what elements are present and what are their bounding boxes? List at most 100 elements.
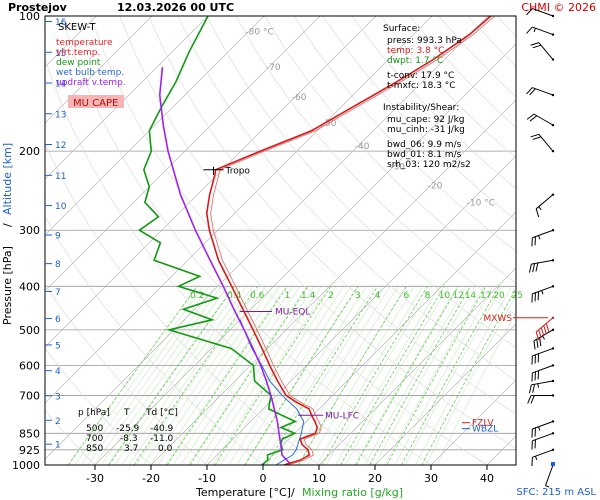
legend-dew-point: dew point	[56, 58, 101, 68]
barb-dot	[551, 420, 555, 423]
dry-adiabat	[45, 347, 152, 465]
profiles	[137, 16, 495, 465]
plot-frame	[44, 15, 517, 466]
barb-dot	[551, 432, 555, 435]
barb-dot	[551, 58, 555, 61]
legend: SKEW-T temperature virt.temp. dew point …	[56, 22, 126, 88]
dry-adiabat	[526, 16, 600, 465]
height-tick-14: 14	[55, 80, 67, 90]
legend-wet-bulb: wet bulb temp.	[56, 68, 124, 78]
mixing-label-25: 25	[512, 291, 523, 301]
barb-dot	[551, 193, 555, 196]
temp-tick-0: 0	[260, 472, 267, 485]
isotherm-label--70: -70	[266, 63, 281, 73]
temperature-axis-ticks: -30 -20 -10 0 10 20 30 40	[86, 465, 494, 485]
barb-dot	[551, 123, 555, 127]
barb-staff	[532, 229, 554, 239]
wind-barb	[531, 347, 555, 365]
table-row2-t: 3.7	[124, 444, 138, 454]
barb-flag	[540, 327, 545, 337]
barb-dot	[551, 149, 555, 153]
y-axis-sep: /	[1, 223, 14, 227]
barb-staff	[532, 285, 554, 295]
mixing-line-0.2	[67, 286, 198, 465]
table-row2-td: 0.0	[158, 444, 173, 454]
barb-dot	[551, 33, 555, 36]
isotherm--70	[45, 16, 321, 292]
mixing-line-1	[166, 286, 288, 465]
barb-flag	[532, 384, 536, 393]
legend-updraft: updraft v.temp.	[56, 78, 126, 88]
pressure-tick-925: 925	[19, 444, 40, 457]
temp-tick-40: 40	[480, 472, 494, 485]
barb-half	[537, 383, 540, 388]
table-row0-t: -25.9	[116, 424, 140, 434]
temp-tick-10: 10	[312, 472, 326, 485]
barb-flag	[538, 329, 542, 339]
pressure-tick-300: 300	[19, 224, 40, 237]
credit-text: CHMI © 2026	[521, 1, 596, 14]
surface-wind-marker	[551, 462, 555, 466]
surface-dwpt: dwpt: 1.7 °C	[387, 56, 443, 66]
barb-half	[538, 206, 542, 211]
height-tick-5: 5	[55, 341, 61, 351]
bwd-01-value: bwd_01: 8.1 m/s	[387, 150, 462, 160]
table-row1-p: 700	[86, 434, 103, 444]
wind-barb	[531, 448, 555, 466]
barb-staff	[532, 421, 554, 430]
barb-flag	[529, 88, 536, 96]
barb-half	[542, 335, 545, 340]
barb-dot	[551, 448, 555, 451]
dry-adiabat	[293, 16, 516, 252]
mixing-label-8: 8	[425, 291, 431, 301]
barb-flag	[530, 133, 540, 138]
barb-flag	[532, 44, 542, 49]
barb-flag	[529, 115, 538, 122]
mxws-label: MXWS	[483, 314, 512, 324]
barb-staff	[532, 347, 554, 357]
mu-cape-box	[68, 95, 124, 108]
mu-cape-value: mu_cape: 92 J/kg	[387, 115, 465, 125]
x-axis-sep: /	[291, 486, 295, 499]
wind-barb	[545, 463, 555, 488]
isotherm-labels: -80 °C -70 -60 -50 -40 -30 -20 -10 °C	[245, 28, 495, 209]
height-tick-2: 2	[55, 417, 61, 427]
temp-tick--20: -20	[142, 472, 160, 485]
dry-adiabat	[148, 16, 516, 415]
legend-virt-temp: virt.temp.	[56, 48, 100, 58]
mixing-line-14	[369, 286, 471, 465]
wind-barb	[528, 259, 555, 273]
wind-barb	[531, 285, 555, 303]
barb-flag	[530, 395, 535, 404]
isotherm--60	[45, 16, 377, 348]
isotherm-0	[262, 211, 516, 465]
dry-adiabat	[119, 16, 516, 449]
mu-lfc-label: MU-LFC	[325, 411, 359, 421]
pressure-tick-100: 100	[19, 10, 40, 23]
table-header-p: p [hPa]	[78, 408, 110, 418]
isotherm--100	[45, 16, 153, 124]
pressure-tick-1000: 1000	[12, 459, 40, 472]
barb-staff	[531, 380, 554, 386]
barb-staff	[533, 113, 554, 126]
dry-adiabat	[206, 16, 516, 349]
isotherm-20	[374, 323, 516, 465]
barb-staff	[535, 317, 554, 333]
wbzl-label: WBZL	[472, 425, 498, 435]
mixing-ratio-labels: 0.2 0.4 0.6 1 1.4 2 3 4 6 8 10 12 14 17 20 25	[190, 291, 523, 301]
barb-flag	[535, 331, 540, 341]
surface-panel: Surface: press: 993.3 hPa temp: 3.8 °C d…	[383, 24, 462, 91]
barb-half	[541, 290, 544, 295]
dewpoint-profile	[137, 16, 298, 465]
barb-half	[538, 235, 541, 240]
height-tick-7: 7	[55, 288, 61, 298]
wind-barb	[531, 432, 555, 450]
instability-panel: Instability/Shear: mu_cape: 92 J/kg mu_c…	[383, 103, 471, 170]
wetbulb-profile	[239, 319, 305, 465]
wind-barbs	[526, 8, 555, 488]
mixing-line-12	[355, 286, 459, 465]
mixing-label-17: 17	[480, 291, 491, 301]
height-tick-11: 11	[55, 172, 66, 182]
barb-flag	[535, 208, 540, 218]
